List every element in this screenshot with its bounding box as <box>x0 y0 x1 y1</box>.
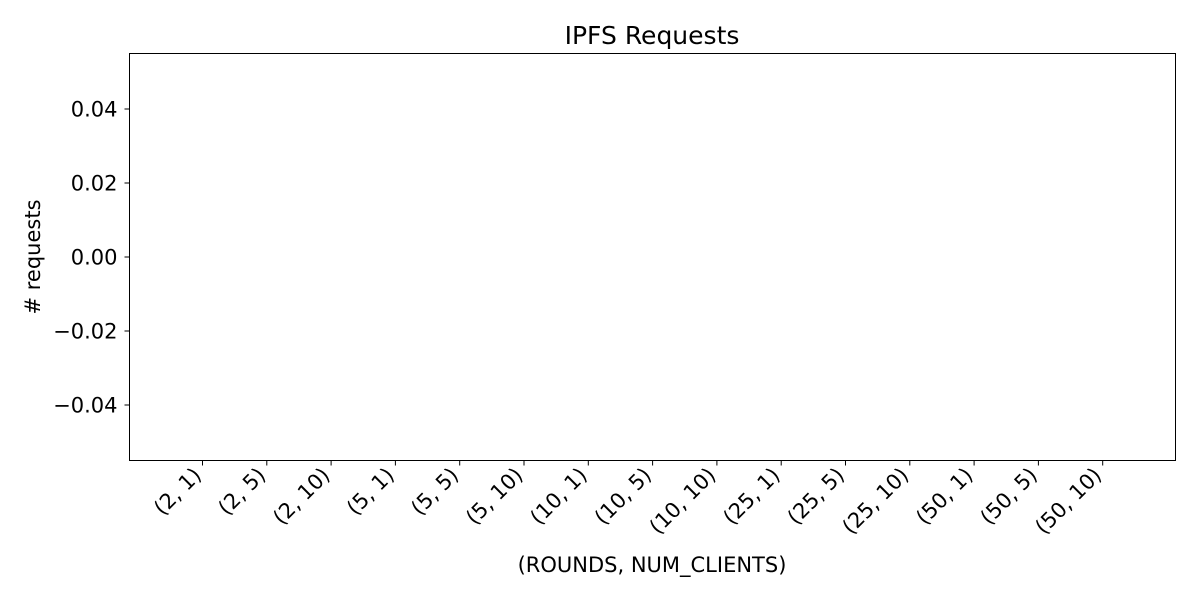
x-tick-label: (25, 1) <box>718 463 784 529</box>
chart-title: IPFS Requests <box>565 21 740 50</box>
x-tick-label: (25, 10) <box>838 463 914 539</box>
x-tick-label: (10, 10) <box>645 463 721 539</box>
x-tick-label: (2, 1) <box>149 463 206 520</box>
x-tick-label: (5, 5) <box>406 463 463 520</box>
x-axis-label: (ROUNDS, NUM_CLIENTS) <box>518 553 787 578</box>
y-tick-label: −0.04 <box>53 394 117 418</box>
y-axis: −0.04 −0.02 0.00 0.02 0.04 <box>53 98 130 418</box>
x-tick-label: (2, 5) <box>213 463 270 520</box>
y-axis-label: # requests <box>21 199 45 314</box>
x-tick-label: (50, 10) <box>1030 463 1106 539</box>
y-tick-label: 0.04 <box>71 98 118 122</box>
x-tick-label: (2, 10) <box>268 463 334 529</box>
y-tick-label: 0.00 <box>71 246 118 270</box>
x-tick-label: (5, 10) <box>461 463 527 529</box>
plot-area-frame <box>129 53 1176 461</box>
x-tick-label: (5, 1) <box>342 463 399 520</box>
y-tick-label: 0.02 <box>71 172 118 196</box>
x-axis: (2, 1) (2, 5)(2, 10) (5, 1) (5, 5)(5, 10)(1… <box>149 460 1106 539</box>
x-tick-label: (50, 1) <box>911 463 977 529</box>
x-tick-label: (10, 1) <box>525 463 591 529</box>
y-tick-label: −0.02 <box>53 320 117 344</box>
